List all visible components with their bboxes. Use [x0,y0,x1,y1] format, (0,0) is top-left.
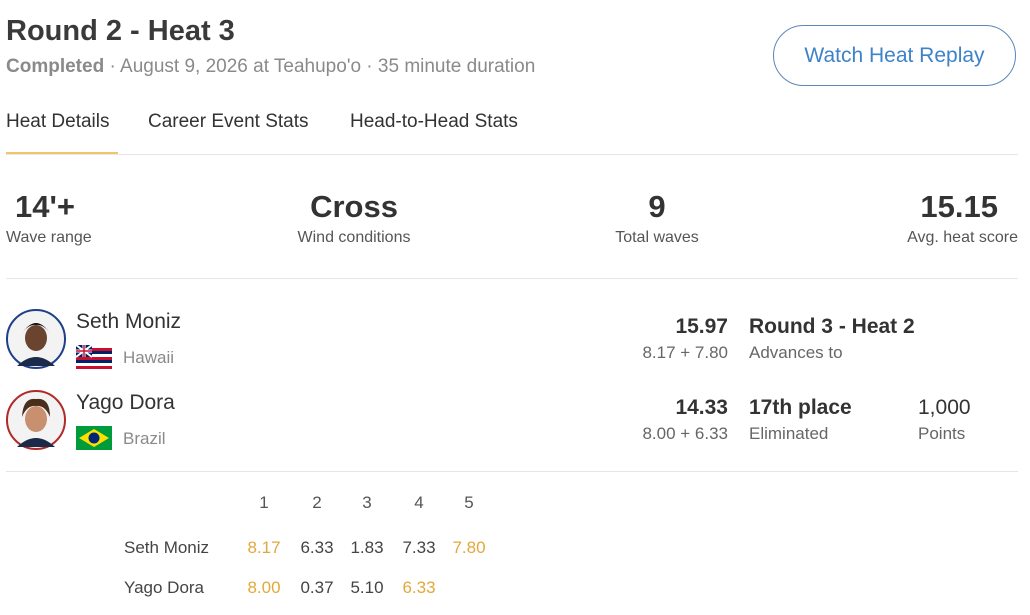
result-label: Eliminated [749,424,829,443]
wave-score: 7.33 [402,538,436,557]
date-location: August 9, 2026 at Teahupo'o [120,56,362,77]
surfer-name: Yago Dora [76,391,175,414]
divider [6,471,1018,472]
divider [6,278,1018,279]
heat-subtitle: Completed · August 9, 2026 at Teahupo'o … [6,56,535,78]
row-name: Seth Moniz [124,538,210,557]
wave-score: 7.80 [452,538,486,557]
stat-value: 14'+ [15,189,75,224]
result: Round 3 - Heat 2 [749,315,915,338]
points: 1,000 [918,396,971,419]
separator: · [109,56,116,77]
wave-score: 5.10 [350,578,384,597]
result: 17th place [749,396,852,419]
wave-score: 1.83 [350,538,384,557]
separator: · [366,56,373,77]
avatar [6,390,66,450]
result-label: Advances to [749,343,843,362]
stat-label: Total waves [615,229,699,246]
heat-total: 14.33 [675,396,728,419]
wave-number: 5 [464,493,474,512]
flag-brazil [76,426,112,450]
wave-number: 2 [312,493,322,512]
wave-number: 4 [414,493,424,512]
stat-value: Cross [310,189,398,224]
wave-score: 8.17 [247,538,281,557]
row-name: Yago Dora [124,578,205,597]
wave-number: 1 [259,493,269,512]
divider [6,154,1018,155]
replay-button[interactable]: Watch Heat Replay [773,25,1016,86]
tab-underline [6,152,118,154]
surfer-country: Brazil [123,429,166,448]
stat-label: Avg. heat score [907,229,1018,246]
heat-title: Round 2 - Heat 3 [6,15,235,47]
avatar [6,309,66,369]
stat-value: 15.15 [920,189,998,224]
surfer-name: Seth Moniz [76,310,182,333]
wave-number: 3 [362,493,372,512]
heat-total: 15.97 [675,315,728,338]
status: Completed [6,56,105,77]
points-label: Points [918,424,966,443]
duration: 35 minute duration [377,56,536,77]
stat-label: Wave range [6,229,92,246]
tab[interactable]: Career Event Stats [148,111,309,132]
wave-score: 8.00 [247,578,281,597]
stat-value: 9 [648,189,666,224]
wave-score: 6.33 [300,538,334,557]
surfer-country: Hawaii [123,348,175,367]
flag-hawaii [76,345,112,369]
score-breakdown: 8.00 + 6.33 [642,424,728,443]
wave-score: 0.37 [300,578,334,597]
tab[interactable]: Head-to-Head Stats [350,111,518,132]
stat-label: Wind conditions [297,229,411,246]
wave-score: 6.33 [402,578,436,597]
tab[interactable]: Heat Details [6,111,110,132]
score-breakdown: 8.17 + 7.80 [642,343,728,362]
